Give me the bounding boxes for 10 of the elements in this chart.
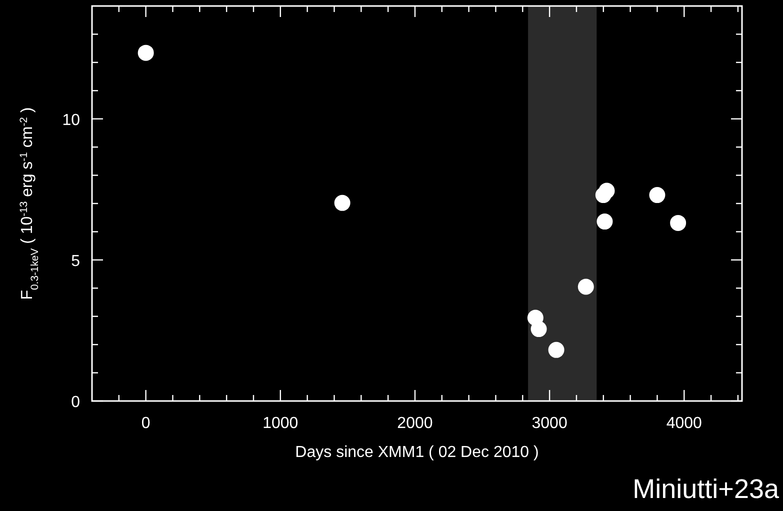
x-tick-label: 0 xyxy=(141,415,150,432)
x-tick-label: 1000 xyxy=(262,415,298,432)
y-tick-label: 0 xyxy=(71,394,80,411)
x-tick-label: 3000 xyxy=(532,415,568,432)
text: Miniutti+23a xyxy=(632,474,780,504)
x-tick-label: 2000 xyxy=(397,415,433,432)
x-axis-title: Days since XMM1 ( 02 Dec 2010 ) xyxy=(295,444,539,461)
x-tick-label: 4000 xyxy=(666,415,702,432)
y-tick-label: 10 xyxy=(62,112,80,129)
y-tick-label: 5 xyxy=(71,252,80,270)
